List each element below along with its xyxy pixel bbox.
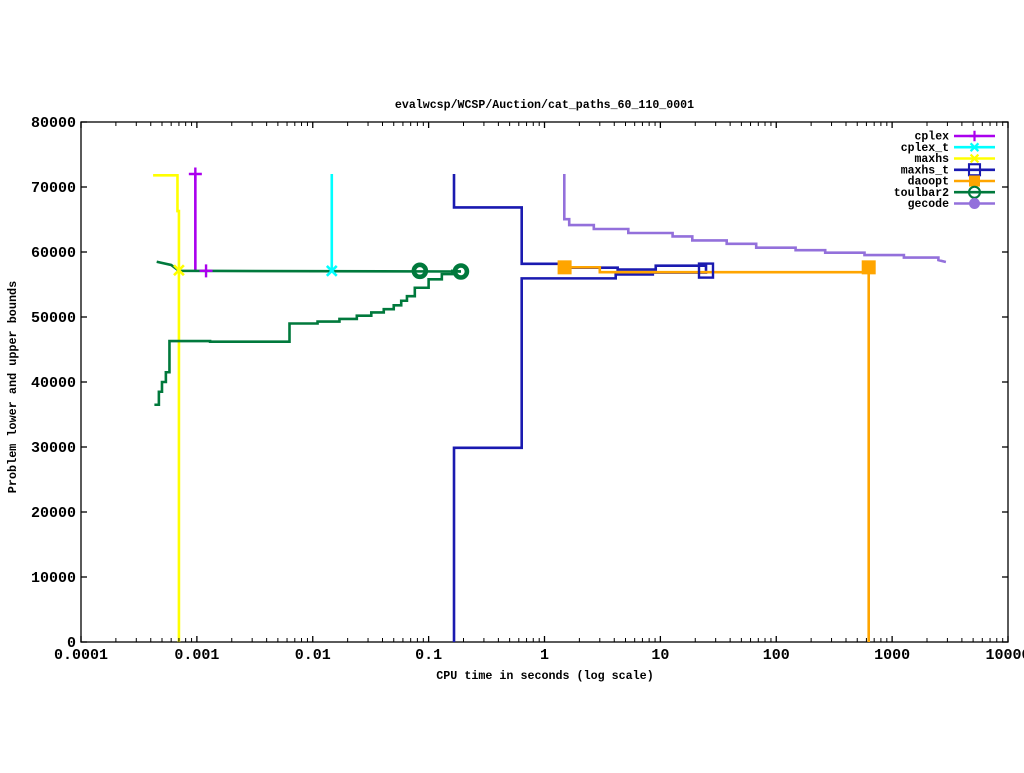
- svg-text:50000: 50000: [31, 310, 76, 327]
- svg-text:10000: 10000: [31, 570, 76, 587]
- svg-text:0.1: 0.1: [415, 647, 442, 664]
- svg-text:gecode: gecode: [908, 198, 950, 211]
- svg-text:10000: 10000: [985, 647, 1024, 664]
- svg-text:CPU time in seconds (log scale: CPU time in seconds (log scale): [436, 669, 653, 683]
- svg-text:0.0001: 0.0001: [54, 647, 108, 664]
- svg-text:Problem lower and upper bounds: Problem lower and upper bounds: [6, 281, 20, 493]
- svg-text:60000: 60000: [31, 245, 76, 262]
- svg-text:10: 10: [651, 647, 669, 664]
- svg-text:1: 1: [540, 647, 549, 664]
- svg-text:1000: 1000: [874, 647, 910, 664]
- svg-text:30000: 30000: [31, 440, 76, 457]
- svg-text:40000: 40000: [31, 375, 76, 392]
- svg-text:100: 100: [763, 647, 790, 664]
- svg-text:70000: 70000: [31, 180, 76, 197]
- svg-text:80000: 80000: [31, 115, 76, 132]
- svg-text:20000: 20000: [31, 505, 76, 522]
- svg-text:0.01: 0.01: [295, 647, 331, 664]
- svg-text:0.001: 0.001: [174, 647, 219, 664]
- svg-text:evalwcsp/WCSP/Auction/cat_path: evalwcsp/WCSP/Auction/cat_paths_60_110_0…: [395, 99, 694, 112]
